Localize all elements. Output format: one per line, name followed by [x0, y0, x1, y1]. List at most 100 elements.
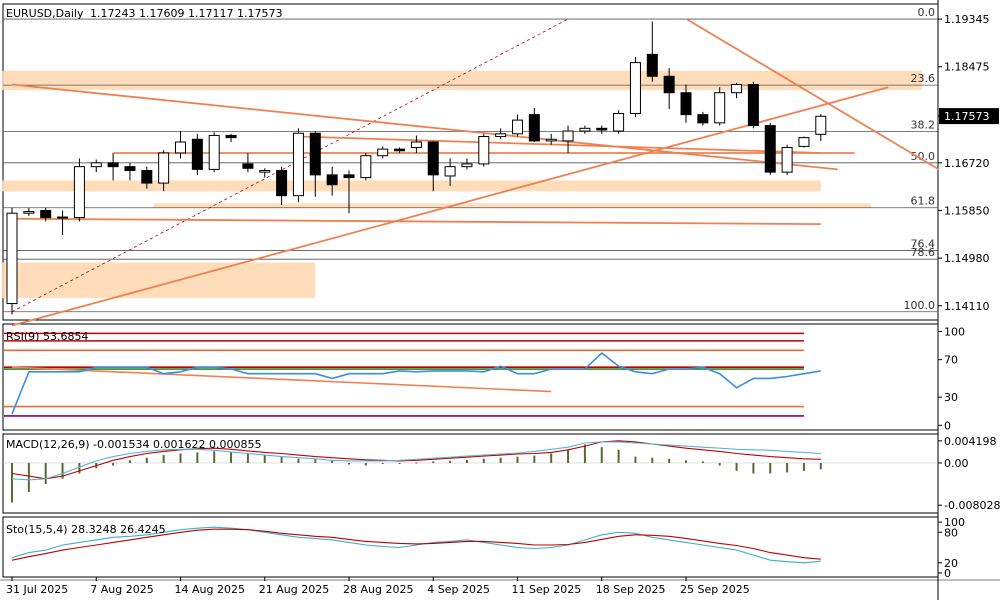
candle: [545, 133, 557, 145]
fib-level-label: 76.4: [911, 237, 936, 250]
indicator-tick-label: -0.008028: [944, 499, 1000, 512]
candle: [444, 158, 456, 186]
macd-histogram-bar: [348, 462, 350, 465]
candle: [764, 122, 776, 175]
macd-histogram-bar: [263, 455, 266, 463]
macd-histogram-bar: [634, 456, 637, 463]
candle-body: [579, 127, 591, 132]
macd-histogram-bar: [78, 462, 81, 474]
candle: [57, 210, 69, 236]
macd-histogram-bar: [246, 453, 249, 463]
candle-body: [107, 162, 119, 168]
date-tick-label: 11 Sep 2025: [512, 583, 582, 596]
candle-body: [663, 75, 675, 94]
candle-body: [158, 152, 170, 184]
indicator-tick-label: 70: [944, 354, 958, 367]
rsi-trendline: [11, 366, 552, 393]
trendline: [11, 217, 821, 226]
macd-histogram-bar: [735, 462, 738, 471]
candle: [73, 158, 85, 222]
candle: [259, 168, 271, 178]
candle-body: [6, 212, 18, 305]
ohlc-header: 1.17243 1.17609 1.17117 1.17573: [90, 7, 282, 20]
candle: [781, 144, 793, 175]
supply-demand-zone: [2, 262, 316, 299]
macd-histogram-bar: [499, 457, 502, 463]
candle: [663, 68, 675, 110]
candle-body: [73, 166, 85, 219]
candle-body: [747, 84, 759, 127]
candle-body: [596, 127, 608, 131]
macd-histogram-bar: [162, 455, 165, 463]
trendline: [685, 18, 940, 171]
candle-body: [444, 166, 456, 177]
indicator-tick-label: 0: [944, 567, 951, 580]
candle: [714, 87, 726, 126]
candle: [680, 84, 692, 123]
price-tick-label: 1.19345: [944, 13, 990, 26]
macd-main-line: [11, 441, 821, 481]
candle: [613, 110, 625, 134]
candle: [107, 152, 119, 181]
candle: [495, 128, 507, 140]
macd-histogram-bar: [533, 455, 536, 463]
panel-frame: [2, 516, 939, 578]
candle: [141, 166, 153, 189]
price-tick-label: 1.15850: [944, 204, 990, 217]
candle-body: [613, 113, 625, 132]
fib-level-label: 100.0: [904, 299, 936, 312]
macd-histogram-bar: [297, 458, 300, 463]
candle: [528, 108, 540, 143]
macd-histogram-bar: [364, 462, 367, 466]
macd-histogram-bar: [651, 457, 654, 463]
indicator-tick-label: 0.00: [944, 457, 969, 470]
candle: [629, 57, 641, 118]
macd-histogram-bar: [583, 444, 586, 463]
macd-histogram-bar: [786, 462, 789, 473]
date-tick-label: 4 Sep 2025: [427, 583, 490, 596]
candle: [124, 162, 136, 181]
candle: [40, 207, 52, 222]
candle-body: [646, 53, 658, 77]
current-price-box: [939, 108, 999, 125]
candle: [410, 135, 422, 153]
candle-body: [461, 163, 473, 168]
candle-body: [208, 134, 220, 170]
price-tick-label: 1.18475: [944, 61, 990, 74]
macd-histogram-bar: [11, 462, 13, 503]
macd-histogram-bar: [769, 462, 772, 474]
candle-body: [40, 209, 52, 219]
candle-body: [57, 216, 69, 219]
stochastic-d-line: [11, 528, 821, 561]
candle-body: [309, 132, 321, 176]
date-tick-label: 21 Aug 2025: [259, 583, 329, 596]
candle: [292, 128, 304, 203]
fib-level-label: 61.8: [911, 195, 936, 208]
candle-body: [815, 115, 827, 135]
indicator-tick-label: 30: [944, 391, 958, 404]
fib-level-label: 50.0: [911, 150, 936, 163]
macd-histogram-bar: [617, 449, 620, 463]
candle: [225, 133, 237, 143]
candle: [343, 170, 355, 214]
candle-body: [360, 155, 372, 179]
trendline: [298, 135, 821, 154]
price-tick-label: 1.14980: [944, 252, 990, 265]
macd-histogram-bar: [449, 460, 452, 463]
candle-body: [191, 138, 203, 170]
candle-body: [326, 174, 338, 186]
candle: [360, 152, 372, 181]
candle: [377, 146, 389, 159]
candle: [158, 150, 170, 192]
macd-histogram-bar: [314, 459, 317, 463]
candle: [394, 147, 406, 153]
candle: [208, 132, 220, 173]
candle: [427, 140, 439, 192]
macd-histogram-bar: [145, 457, 148, 463]
candle-body: [781, 146, 793, 173]
macd-histogram-bar: [61, 462, 64, 479]
candle: [23, 207, 35, 216]
macd-histogram-bar: [432, 461, 435, 463]
candle: [326, 166, 338, 196]
macd-histogram-bar: [685, 460, 687, 463]
